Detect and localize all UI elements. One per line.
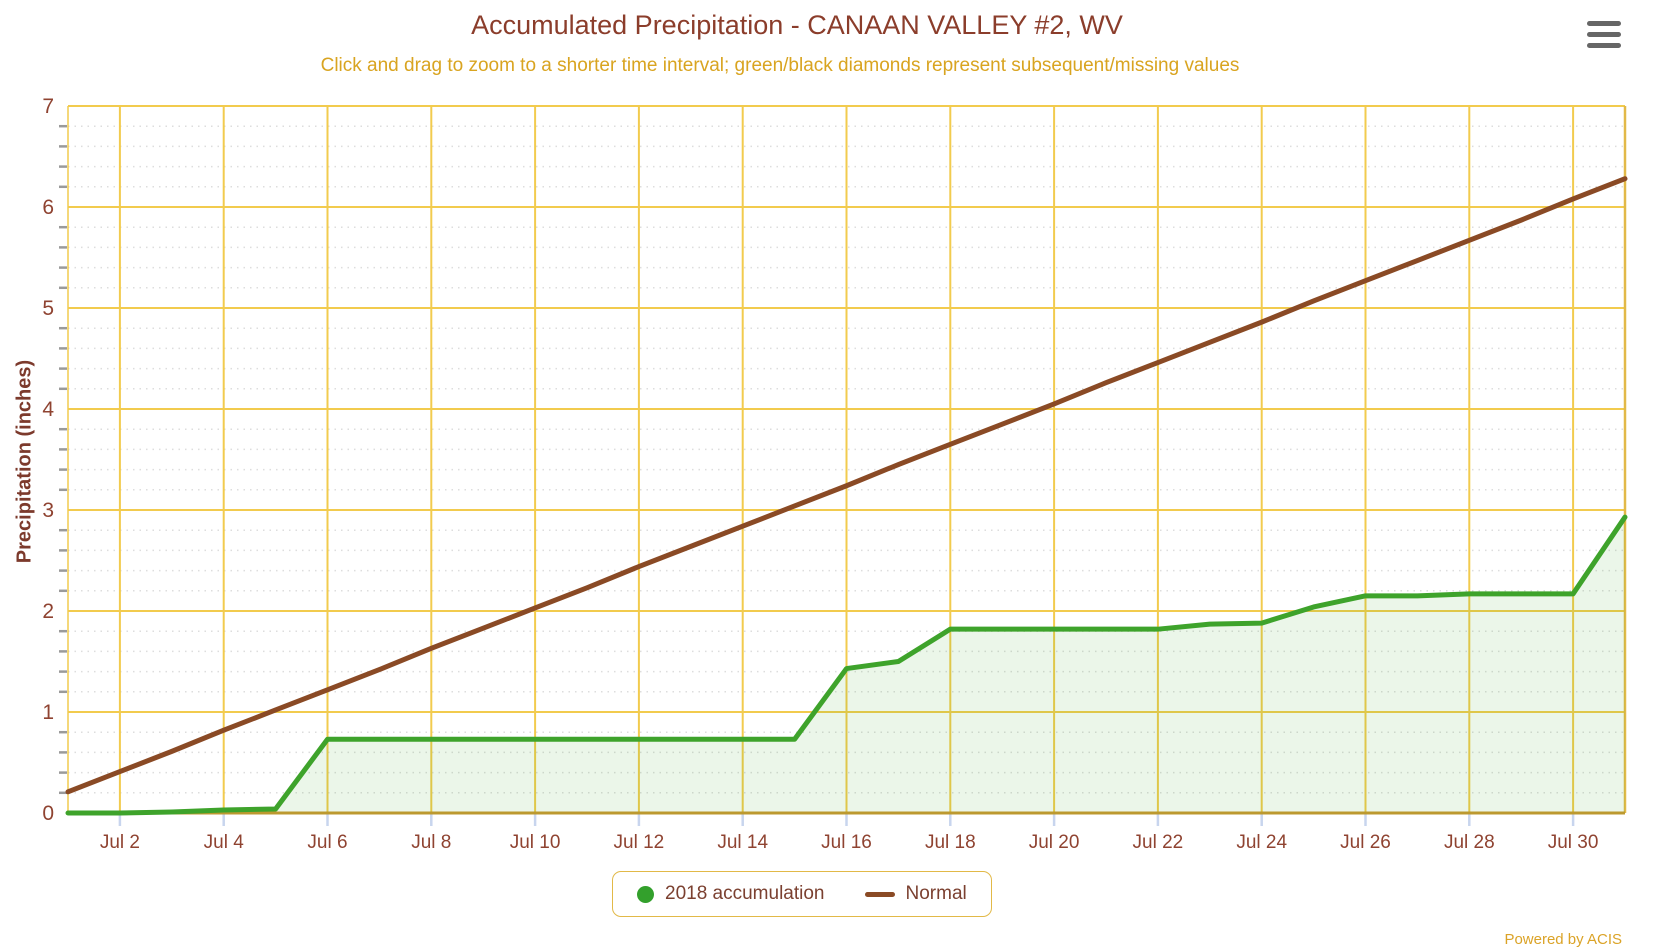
x-tick-label: Jul 4 — [204, 832, 245, 853]
x-tick-label: Jul 28 — [1444, 832, 1495, 853]
x-tick-label: Jul 14 — [717, 832, 768, 853]
y-axis-title: Precipitation (inches) — [13, 359, 36, 564]
x-tick-label: Jul 20 — [1029, 832, 1080, 853]
chart-subtitle: Click and drag to zoom to a shorter time… — [320, 55, 1240, 76]
x-tick-label: Jul 24 — [1236, 832, 1287, 853]
x-tick-label: Jul 10 — [510, 832, 561, 853]
y-tick-label: 5 — [42, 297, 54, 320]
hamburger-bar — [1587, 43, 1621, 48]
x-tick-label: Jul 16 — [821, 832, 872, 853]
y-tick-label: 4 — [42, 398, 54, 421]
x-tick-label: Jul 26 — [1340, 832, 1391, 853]
green-circle-icon — [637, 885, 654, 903]
series-line-normal — [65, 176, 1628, 795]
legend-item-2018-accumulation[interactable]: 2018 accumulation — [637, 883, 825, 905]
legend-label: 2018 accumulation — [665, 883, 825, 904]
plot-area[interactable] — [68, 106, 1625, 813]
chart-title: Accumulated Precipitation - CANAAN VALLE… — [471, 10, 1123, 40]
legend-label: Normal — [905, 883, 967, 904]
x-tick-label: Jul 30 — [1548, 832, 1599, 853]
x-tick-label: Jul 22 — [1133, 832, 1184, 853]
powered-by-acis-link[interactable]: Powered by ACIS — [1504, 931, 1622, 948]
hamburger-bar — [1587, 32, 1621, 37]
legend-item-normal[interactable]: Normal — [864, 883, 967, 905]
hamburger-bar — [1587, 21, 1621, 26]
y-tick-label: 2 — [42, 600, 54, 623]
series-line-2018-accumulation — [65, 514, 1628, 816]
legend: 2018 accumulation Normal — [612, 871, 992, 917]
brown-line-icon — [864, 891, 895, 897]
x-tick-label: Jul 8 — [411, 832, 451, 853]
area-fill-2018-accumulation — [68, 517, 1625, 813]
x-tick-label: Jul 2 — [100, 832, 140, 853]
y-tick-label: 1 — [42, 701, 54, 724]
x-tick-label: Jul 6 — [307, 832, 347, 853]
x-tick-label: Jul 12 — [614, 832, 665, 853]
y-tick-label: 3 — [42, 499, 54, 522]
y-tick-label: 0 — [42, 802, 54, 825]
y-tick-label: 6 — [42, 196, 54, 219]
y-tick-label: 7 — [42, 95, 54, 118]
hamburger-menu-icon[interactable] — [1587, 21, 1621, 48]
x-tick-label: Jul 18 — [925, 832, 976, 853]
